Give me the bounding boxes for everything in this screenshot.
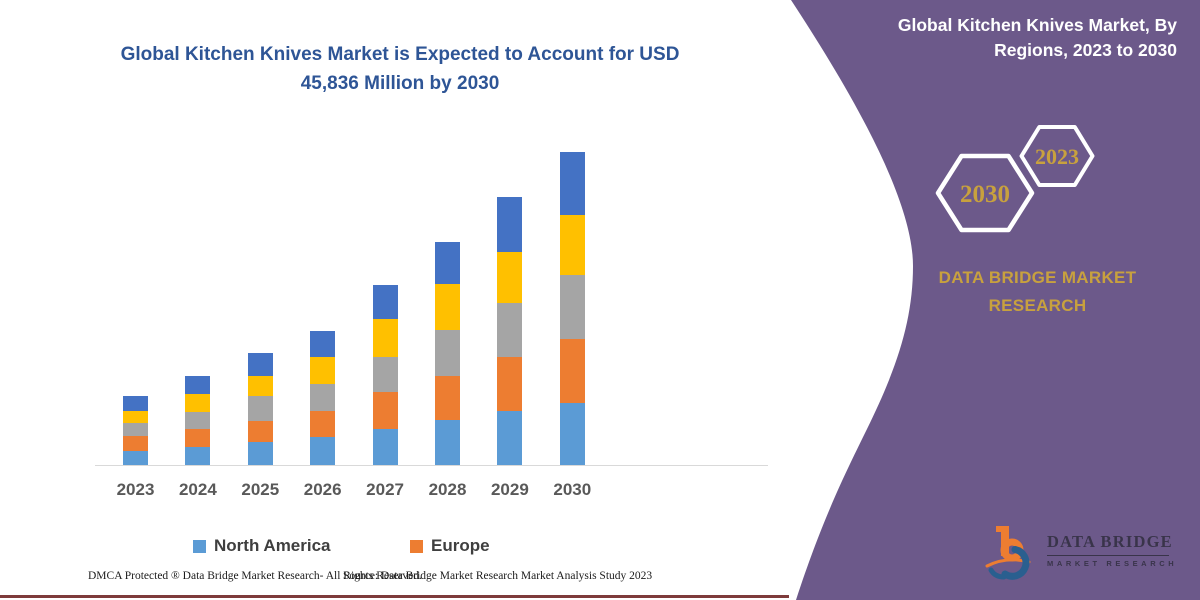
x-tick-2030: 2030 xyxy=(553,480,592,499)
bar-segment-2023-series xyxy=(123,422,148,436)
bar-segment-2029-europe xyxy=(497,357,523,411)
bar-segment-2030-series xyxy=(559,274,585,339)
bar-2029 xyxy=(497,196,523,465)
bar-segment-2030-north xyxy=(559,402,585,465)
purple-panel-shape xyxy=(791,0,1200,600)
bar-segment-2027-north xyxy=(372,428,398,465)
bar-2027 xyxy=(372,285,398,465)
bottom-divider xyxy=(0,595,789,598)
bar-segment-2028-series xyxy=(435,283,460,330)
hexagon-2023-label: 2023 xyxy=(1035,144,1079,169)
bar-segment-2028-series xyxy=(435,329,460,376)
bar-segment-2023-north xyxy=(123,450,148,465)
databridge-logo-subtitle: MARKET RESEARCH xyxy=(1047,559,1178,568)
x-tick-2024: 2024 xyxy=(178,480,217,499)
x-axis-labels: 2023 2024 2025 2026 2027 2028 2029 2030 xyxy=(95,480,768,506)
plot-area xyxy=(95,152,768,466)
bar-segment-2027-europe xyxy=(372,392,398,429)
bar-segment-2023-europe xyxy=(123,435,148,451)
databridge-logo-text: DATA BRIDGE MARKET RESEARCH xyxy=(1047,532,1178,568)
bar-segment-2030-series xyxy=(559,152,585,215)
hexagon-2030 xyxy=(935,153,1035,233)
bar-segment-2026-series xyxy=(310,383,336,411)
legend-item-north-america: North America xyxy=(193,536,331,556)
x-tick-2026: 2026 xyxy=(303,480,342,499)
bar-segment-2026-series xyxy=(310,357,336,384)
chart-title: Global Kitchen Knives Market is Expected… xyxy=(70,40,730,98)
x-tick-2027: 2027 xyxy=(366,480,405,499)
bar-segment-2030-series xyxy=(559,214,585,275)
bar-segment-2025-series xyxy=(247,375,273,396)
bar-segment-2029-series xyxy=(497,196,523,252)
bar-segment-2024-series xyxy=(185,375,211,394)
chart-title-line1: Global Kitchen Knives Market is Expected… xyxy=(120,44,680,65)
bar-segment-2023-series xyxy=(123,396,148,411)
panel-title-line2: Regions, 2023 to 2030 xyxy=(994,40,1177,60)
bar-segment-2024-north xyxy=(185,447,211,465)
databridge-logo: DATA BRIDGE MARKET RESEARCH xyxy=(985,520,1180,592)
bar-segment-2023-series xyxy=(123,410,148,423)
x-tick-2023: 2023 xyxy=(116,480,155,499)
legend-label-north-america: North America xyxy=(214,536,331,555)
bar-2030 xyxy=(559,152,585,465)
brand-wordmark: DATA BRIDGE MARKET RESEARCH xyxy=(905,264,1170,320)
bar-segment-2029-series xyxy=(497,251,523,303)
x-tick-2029: 2029 xyxy=(490,480,529,499)
panel-title: Global Kitchen Knives Market, By Regions… xyxy=(845,13,1177,63)
bar-segment-2028-series xyxy=(435,241,460,284)
x-tick-2025: 2025 xyxy=(241,480,280,499)
bar-segment-2027-series xyxy=(372,319,398,358)
hexagon-2023 xyxy=(1019,125,1095,187)
bar-segment-2024-series xyxy=(185,412,211,429)
bar-segment-2029-north xyxy=(497,410,523,465)
bar-segment-2027-series xyxy=(372,357,398,393)
bar-segment-2030-europe xyxy=(559,338,585,403)
bar-segment-2024-series xyxy=(185,393,211,413)
bar-2026 xyxy=(310,330,336,465)
bar-segment-2025-series xyxy=(247,353,273,376)
bar-2025 xyxy=(247,353,273,465)
bar-segment-2026-series xyxy=(310,330,336,358)
legend-item-europe: Europe xyxy=(410,536,490,556)
hexagon-2030-label: 2030 xyxy=(960,181,1010,208)
bar-segment-2027-series xyxy=(372,285,398,320)
bar-segment-2026-north xyxy=(310,437,336,465)
bar-segment-2024-europe xyxy=(185,428,211,448)
brand-line2: RESEARCH xyxy=(988,296,1087,315)
bar-2028 xyxy=(435,241,460,465)
bar-2023 xyxy=(123,396,148,465)
bar-segment-2029-series xyxy=(497,302,523,358)
databridge-logo-icon xyxy=(985,526,1031,580)
legend-swatch-europe xyxy=(410,539,423,553)
bar-2024 xyxy=(185,375,211,465)
panel-title-line1: Global Kitchen Knives Market, By xyxy=(897,15,1177,35)
legend-swatch-north-america xyxy=(193,539,206,553)
bar-segment-2028-north xyxy=(435,419,460,465)
bar-segment-2025-europe xyxy=(247,420,273,443)
bar-segment-2025-north xyxy=(247,442,273,465)
bar-segment-2026-europe xyxy=(310,410,336,438)
bar-segment-2025-series xyxy=(247,395,273,421)
databridge-logo-title: DATA BRIDGE xyxy=(1047,532,1172,556)
source-note: Source: Data Bridge Market Research Mark… xyxy=(343,570,653,582)
bar-segment-2028-europe xyxy=(435,375,460,420)
legend-label-europe: Europe xyxy=(431,536,490,555)
chart-title-line2: 45,836 Million by 2030 xyxy=(300,73,500,94)
dmca-notice: DMCA Protected ® Data Bridge Market Rese… xyxy=(88,570,422,582)
x-tick-2028: 2028 xyxy=(428,480,467,499)
brand-line1: DATA BRIDGE MARKET xyxy=(938,268,1137,287)
